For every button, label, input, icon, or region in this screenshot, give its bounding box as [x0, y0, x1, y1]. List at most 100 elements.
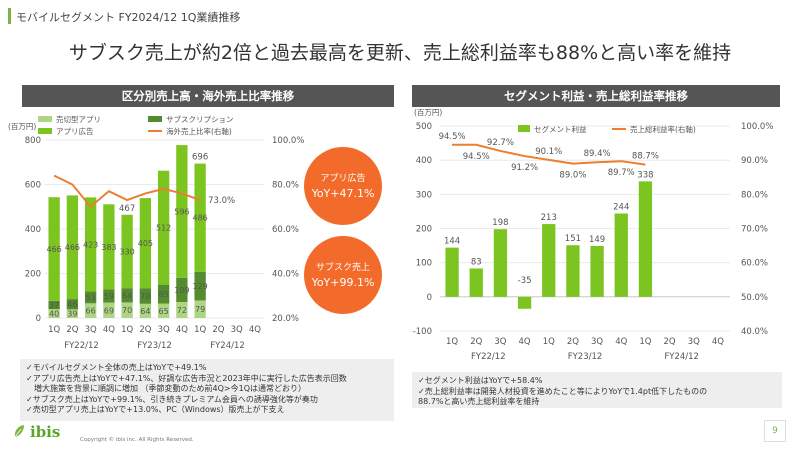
profit-bar [614, 213, 628, 297]
x-group-label: FY24/12 [210, 341, 245, 351]
legend-label: セグメント利益 [534, 124, 587, 134]
bar-segment [121, 288, 133, 303]
y-tick-label: 0 [36, 314, 41, 324]
y-tick-label: 300 [416, 190, 432, 200]
x-tick-label: 3Q [688, 337, 700, 347]
y2-tick-label: 80.0% [272, 181, 299, 191]
data-label: 65 [159, 307, 169, 316]
annotation-label: 73.0% [208, 196, 235, 206]
profit-bar [566, 245, 580, 297]
header-title: モバイルセグメント FY2024/12 1Q業績推移 [16, 11, 241, 24]
x-tick-label: 1Q [639, 337, 651, 347]
annotation-label: 696 [192, 153, 208, 163]
data-label: 383 [101, 243, 116, 252]
copyright: Copyright © ibis inc. All Rights Reserve… [80, 437, 194, 443]
x-group-label: FY22/12 [471, 352, 506, 362]
bar-segment [139, 198, 152, 289]
left-chart-title: 区分別売上高・海外売上比率推移 [22, 85, 394, 107]
bar-segment [84, 197, 97, 292]
y-tick-label: 500 [416, 122, 432, 132]
data-label: 151 [565, 234, 581, 244]
line-label: 91.2% [511, 163, 538, 173]
y-tick-label: 200 [416, 225, 432, 235]
legend-swatch [518, 125, 530, 132]
annotation-label: 467 [119, 204, 135, 214]
x-tick-label: 4Q [712, 337, 724, 347]
data-label: 39 [67, 310, 77, 319]
bar-segment [66, 309, 79, 318]
bubble-label: アプリ広告 [320, 174, 366, 184]
y2-tick-label: 20.0% [272, 314, 299, 324]
x-tick-label: 4Q [615, 337, 627, 347]
bar-segment [121, 302, 133, 318]
left-notes: ✓モバイルセグメント全体の売上はYoYで+49.1% ✓アプリ広告売上はYoYで… [20, 359, 394, 421]
x-tick-label: 3Q [85, 325, 97, 335]
x-tick-label: 2Q [66, 325, 78, 335]
bar-segment [157, 170, 170, 285]
y-tick-label: -100 [413, 327, 432, 337]
x-tick-label: 2Q [212, 325, 224, 335]
company-logo: ibis [12, 420, 72, 446]
x-tick-label: 4Q [519, 337, 531, 347]
bubble-label: サブスク売上 [315, 263, 370, 273]
x-tick-label: 1Q [543, 337, 555, 347]
profit-bar [638, 181, 653, 297]
right-notes: ✓セグメント利益はYoYで+58.4% ✓売上総利益率は開発人材投資を進めたこと… [412, 372, 782, 408]
note-line: ✓アプリ広告売上はYoYで+47.1%、好調な広告市況と2023年中に実行した広… [26, 373, 347, 383]
y2-tick-label: 60.0% [741, 259, 768, 269]
profit-bar [445, 247, 459, 297]
x-group-label: FY22/12 [64, 341, 99, 351]
bar-segment [48, 309, 60, 318]
data-label: 149 [589, 235, 605, 245]
y-tick-label: 100 [416, 259, 432, 269]
data-label: 129 [192, 282, 207, 291]
line-label: 92.7% [487, 138, 514, 148]
bar-segment [194, 300, 206, 318]
data-label: 466 [46, 245, 61, 254]
bar-segment [103, 302, 115, 318]
y-tick-label: 0 [427, 293, 432, 303]
bar-segment [194, 163, 206, 272]
data-label: 40 [49, 310, 59, 319]
y2-tick-label: 40.0% [741, 327, 768, 337]
data-label: 66 [86, 307, 96, 316]
bar-segment [103, 204, 115, 290]
x-tick-label: 2Q [664, 337, 676, 347]
data-label: 70 [140, 292, 150, 301]
segment-profit-chart: (百万円) -100 0 100 200 300 400 500 40.0% 50.0% 60.0%… [413, 108, 774, 362]
y2-tick-label: 60.0% [272, 225, 299, 235]
header-accent-bar [8, 8, 11, 24]
data-label: 330 [119, 247, 134, 256]
bar-segment [157, 303, 170, 318]
legend-label: アプリ広告 [56, 126, 94, 136]
legend-swatch [38, 116, 52, 122]
page-number: 9 [764, 420, 786, 442]
data-label: 338 [637, 170, 653, 180]
bar-segment [66, 195, 79, 300]
data-label: 83 [471, 257, 482, 267]
x-tick-label: 4Q [249, 325, 261, 335]
legend-label: 売切型アプリ [56, 114, 101, 124]
data-label: 70 [122, 306, 132, 315]
revenue-breakdown-chart: (百万円) 0 200 400 600 800 20.0% 40.0% 60.0% 80.0% 10… [8, 114, 304, 351]
x-group-label: FY23/12 [568, 352, 603, 362]
x-tick-label: 3Q [158, 325, 170, 335]
note-line: ✓売上総利益率は開発人材投資を進めたこと等によりYoYで1.4pt低下したものの [418, 386, 708, 396]
line-label: 89.0% [559, 171, 586, 181]
logo-text: ibis [30, 423, 61, 441]
data-label: 72 [177, 306, 187, 315]
data-label: 53 [86, 293, 96, 302]
subscription-growth-bubble: サブスク売上 YoY+99.1% [304, 236, 382, 314]
legend-label: 売上総利益率(右軸) [630, 124, 696, 134]
profit-bar [590, 245, 604, 297]
profit-bar [469, 268, 483, 297]
x-tick-label: 1Q [121, 325, 133, 335]
line-label: 88.7% [632, 152, 659, 162]
line-label: 94.5% [463, 152, 490, 162]
y2-tick-label: 40.0% [272, 270, 299, 280]
y-tick-label: 400 [416, 156, 432, 166]
note-line: 増大施策を背景に順調に増加 （季節変動のため前4Q>今1Qは通常どおり） [26, 384, 307, 393]
bar-segment [176, 145, 188, 278]
profit-bar [517, 296, 532, 309]
data-label: 512 [156, 224, 171, 233]
